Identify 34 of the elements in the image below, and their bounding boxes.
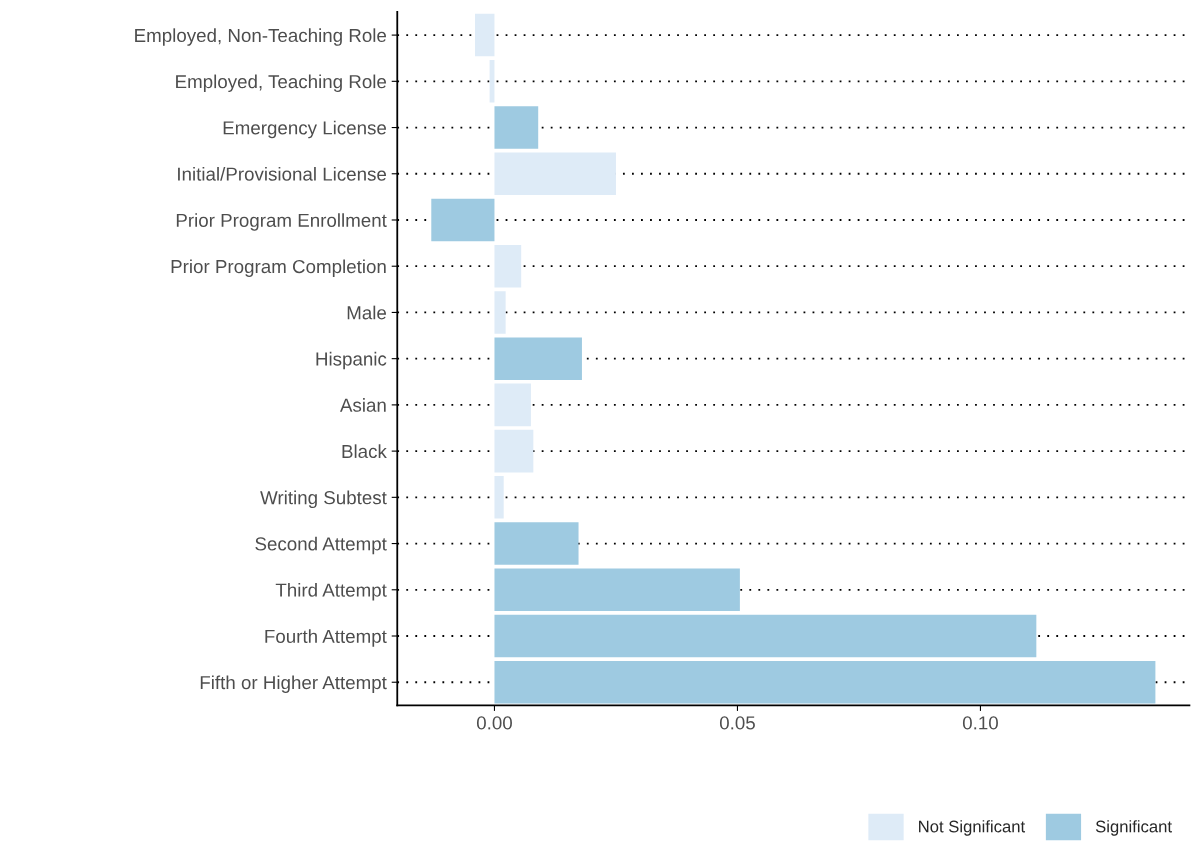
bar	[494, 291, 506, 334]
bar	[494, 106, 539, 149]
bar	[494, 429, 534, 473]
y-tick-label: Third Attempt	[275, 582, 387, 601]
legend-label: Significant	[1095, 820, 1172, 836]
bar	[494, 152, 616, 196]
y-tick-label: Fifth or Higher Attempt	[200, 675, 387, 693]
x-tick-label: 0.10	[962, 716, 998, 730]
y-tick-label: Initial/Provisional License	[178, 166, 387, 181]
y-tick-label: Emergency License	[223, 120, 387, 139]
y-tick-label: Prior Program Enrollment	[176, 213, 387, 231]
bar	[494, 244, 522, 288]
y-tick-label: Male	[347, 305, 387, 320]
y-tick-label: Prior Program Completion	[171, 259, 386, 277]
y-tick-label: Writing Subtest	[260, 490, 387, 509]
y-tick-label: Second Attempt	[255, 536, 387, 555]
bar	[494, 614, 1037, 658]
bar	[475, 13, 495, 57]
x-tick-label: 0.05	[719, 716, 755, 730]
y-tick-label: Fourth Attempt	[265, 629, 387, 647]
bar	[494, 568, 740, 612]
y-tick-label: Employed, Teaching Role	[176, 74, 387, 92]
legend-label: Not Significant	[919, 820, 1026, 836]
y-tick-label: Asian	[339, 398, 386, 412]
y-tick-label: Black	[342, 444, 387, 459]
y-tick-label: Employed, Non-Teaching Role	[135, 28, 387, 46]
bar	[431, 198, 495, 242]
y-tick-label: Hispanic	[316, 351, 387, 370]
bar	[494, 383, 531, 427]
bar	[494, 522, 579, 565]
bar	[494, 476, 504, 519]
x-tick-label: 0.00	[476, 716, 512, 730]
bar	[494, 660, 1156, 704]
bar	[494, 337, 582, 380]
